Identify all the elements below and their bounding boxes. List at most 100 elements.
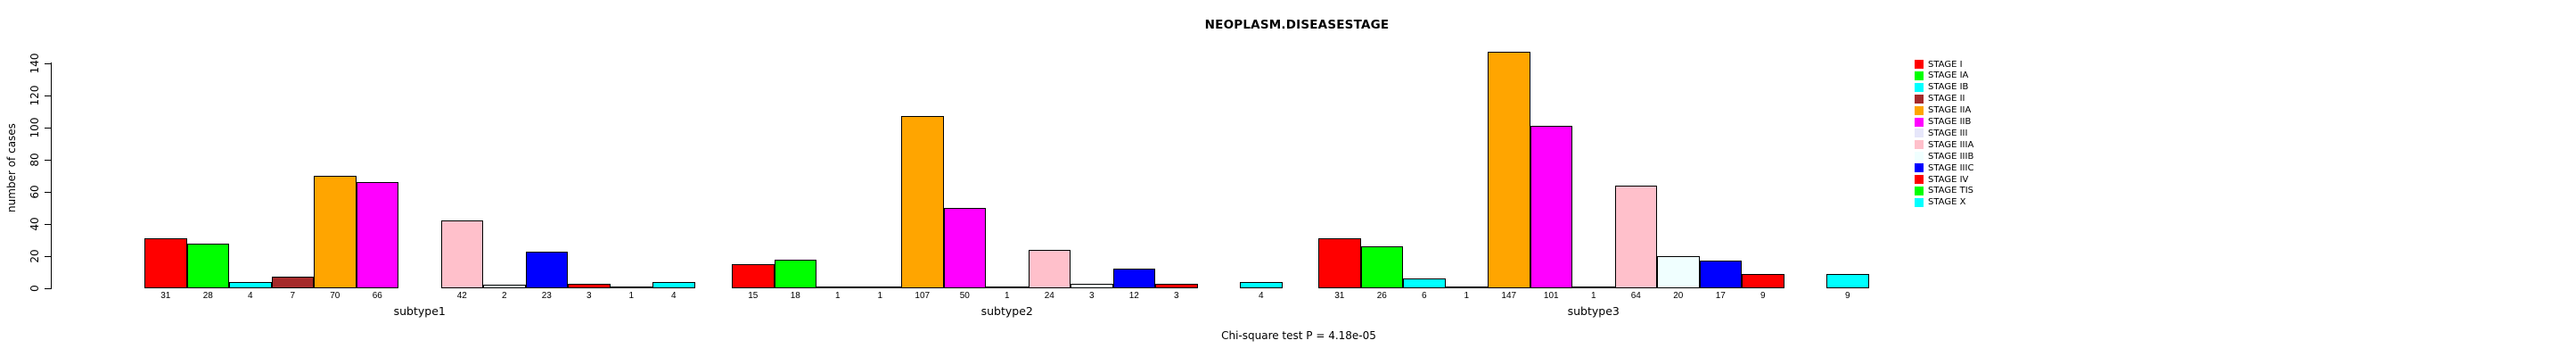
- bar-value-label: 101: [1543, 291, 1559, 301]
- bar-value-label: 3: [586, 291, 592, 301]
- bar-value-label: 1: [628, 291, 635, 301]
- bar-value-label: 1: [834, 291, 841, 301]
- bar-value-label: 15: [748, 291, 759, 301]
- legend-swatch: [1915, 82, 1924, 92]
- legend-swatch: [1915, 197, 1924, 207]
- bar-value-label: 107: [915, 291, 931, 301]
- bar-value-label: 42: [456, 291, 467, 301]
- bar-value-label: 4: [670, 291, 677, 301]
- bar: [1155, 283, 1198, 288]
- bar: [568, 283, 611, 288]
- bar-value-label: 50: [959, 291, 970, 301]
- y-tick: [45, 287, 51, 289]
- legend-swatch: [1915, 163, 1924, 173]
- legend-swatch: [1915, 60, 1924, 69]
- bar-value-label: 28: [202, 291, 213, 301]
- bar: [986, 286, 1029, 289]
- bar-value-label: 26: [1376, 291, 1387, 301]
- bar-value-label: 4: [247, 291, 253, 301]
- bar: [943, 208, 986, 288]
- legend-label: STAGE IIB: [1928, 117, 1972, 127]
- legend-label: STAGE II: [1928, 94, 1965, 104]
- legend-item: STAGE IIA: [1915, 105, 1971, 115]
- bar: [1071, 283, 1113, 288]
- y-tick: [45, 191, 51, 193]
- bar-value-label: 23: [541, 291, 552, 301]
- legend-item: STAGE X: [1915, 197, 1965, 207]
- chart-title: NEOPLASM.DISEASESTAGE: [1204, 18, 1390, 32]
- bar: [732, 264, 775, 288]
- legend-swatch: [1915, 117, 1924, 127]
- legend-label: STAGE X: [1928, 197, 1966, 208]
- y-tick: [45, 127, 51, 129]
- y-tick-label: 100: [29, 117, 41, 138]
- bar: [229, 281, 272, 288]
- bar: [314, 176, 357, 288]
- legend-label: STAGE TIS: [1928, 186, 1973, 196]
- legend-item: STAGE IIIA: [1915, 140, 1973, 150]
- bar: [1614, 185, 1657, 288]
- legend-swatch: [1915, 186, 1924, 195]
- y-tick-label: 120: [29, 85, 41, 106]
- legend-label: STAGE IB: [1928, 82, 1969, 93]
- bar-value-label: 9: [1844, 291, 1850, 301]
- group-label: subtype1: [393, 304, 446, 318]
- y-tick: [45, 95, 51, 96]
- legend-item: STAGE II: [1915, 94, 1965, 104]
- bar-value-label: 1: [1590, 291, 1596, 301]
- y-tick: [45, 223, 51, 225]
- bar: [1240, 281, 1283, 288]
- legend-item: STAGE IB: [1915, 82, 1968, 92]
- legend-label: STAGE IV: [1928, 174, 1969, 185]
- legend-item: STAGE I: [1915, 60, 1963, 70]
- bar-value-label: 12: [1128, 291, 1139, 301]
- bar: [1826, 273, 1869, 288]
- legend-item: STAGE IIIC: [1915, 163, 1973, 173]
- bar: [1360, 246, 1403, 288]
- bar-value-label: 70: [330, 291, 340, 301]
- bar: [1699, 261, 1742, 288]
- bar: [1572, 286, 1615, 289]
- bar-value-label: 24: [1044, 291, 1054, 301]
- legend-swatch: [1915, 129, 1924, 138]
- y-axis-line: [51, 62, 52, 289]
- bar: [858, 286, 901, 289]
- legend-item: STAGE IIB: [1915, 117, 1971, 127]
- bar-value-label: 2: [501, 291, 507, 301]
- bar: [525, 251, 568, 288]
- bar-value-label: 20: [1673, 291, 1684, 301]
- bar: [186, 243, 229, 288]
- bar-value-label: 3: [1173, 291, 1179, 301]
- legend-label: STAGE IIA: [1928, 105, 1972, 116]
- bar: [610, 286, 652, 289]
- legend-label: STAGE IIIC: [1928, 162, 1974, 173]
- legend-item: STAGE III: [1915, 129, 1967, 138]
- y-tick-label: 80: [29, 153, 41, 167]
- y-tick-label: 140: [29, 53, 41, 74]
- legend-swatch: [1915, 94, 1924, 104]
- bar: [1028, 249, 1071, 288]
- group-label: subtype3: [1567, 304, 1620, 318]
- bar-value-label: 3: [1088, 291, 1095, 301]
- legend-swatch: [1915, 71, 1924, 80]
- bar: [1318, 238, 1361, 288]
- y-tick-label: 40: [29, 217, 41, 231]
- legend-label: STAGE III: [1928, 128, 1968, 138]
- y-tick: [45, 62, 51, 64]
- chi-square-footnote: Chi-square test P = 4.18e-05: [1221, 329, 1376, 342]
- bar-value-label: 31: [160, 291, 171, 301]
- legend-item: STAGE TIS: [1915, 186, 1973, 195]
- bar: [1488, 52, 1530, 288]
- bar: [1530, 126, 1572, 288]
- bar: [356, 182, 398, 288]
- group-label: subtype2: [980, 304, 1033, 318]
- y-tick-label: 60: [29, 185, 41, 199]
- bar: [144, 238, 187, 288]
- bar: [1445, 286, 1488, 289]
- y-tick-label: 0: [29, 285, 41, 292]
- bar: [1742, 273, 1784, 288]
- bar-value-label: 1: [877, 291, 883, 301]
- legend-swatch: [1915, 105, 1924, 115]
- bar-value-label: 147: [1501, 291, 1517, 301]
